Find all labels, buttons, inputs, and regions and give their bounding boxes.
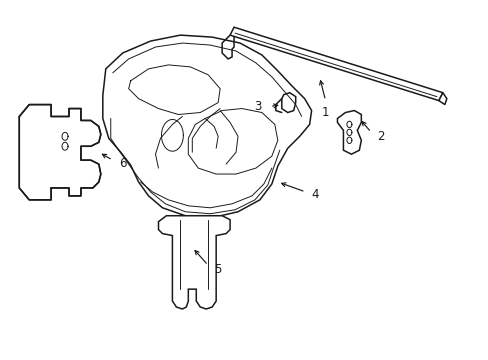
Text: 2: 2 [376,130,384,143]
Polygon shape [102,35,311,218]
Text: 3: 3 [254,100,262,113]
Polygon shape [19,105,101,200]
Polygon shape [337,111,361,154]
Text: 6: 6 [119,157,126,170]
Polygon shape [438,93,446,105]
Polygon shape [230,27,442,100]
Text: 4: 4 [311,188,319,201]
Text: 5: 5 [214,263,221,276]
Polygon shape [281,93,295,113]
Polygon shape [158,216,230,309]
Text: 1: 1 [321,105,328,118]
